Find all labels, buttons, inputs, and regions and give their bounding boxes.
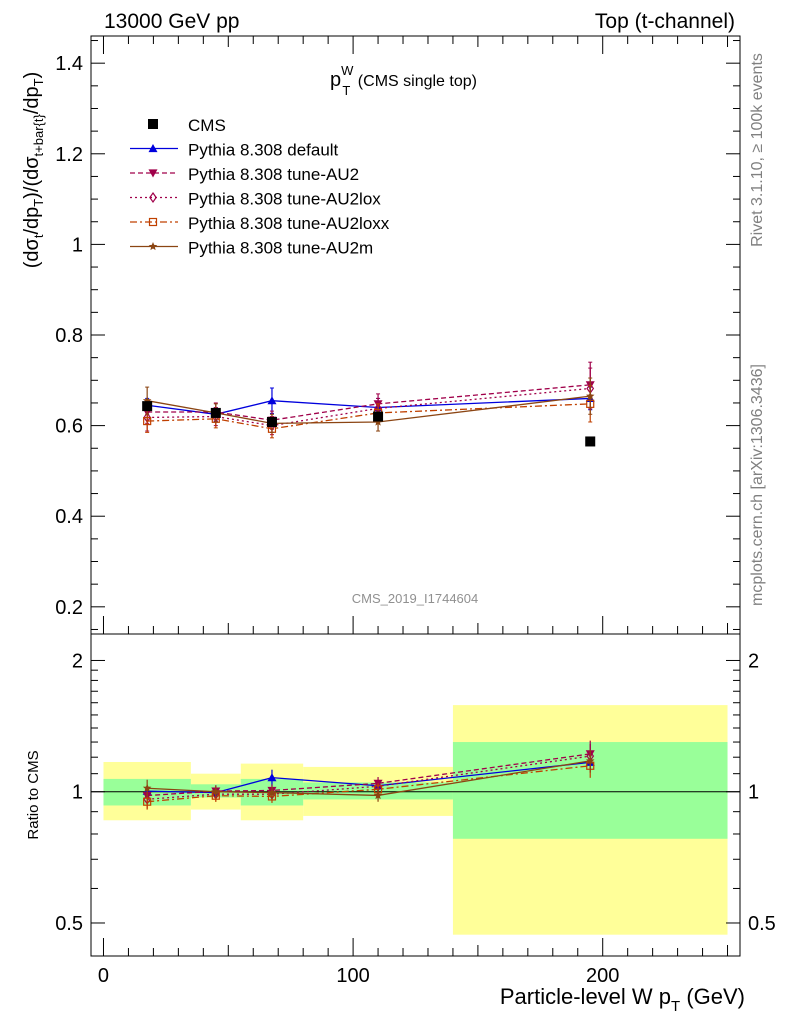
y-tick-label: 1 — [72, 234, 83, 256]
legend-marker-cms — [148, 119, 158, 129]
header-right: Top (t-channel) — [595, 10, 735, 33]
plot-title-sup: W — [341, 63, 354, 78]
ratio-tick-label-right: 0.5 — [748, 913, 776, 935]
y-tick-label: 1.4 — [55, 53, 83, 75]
legend-label: Pythia 8.308 tune-AU2 — [188, 165, 359, 184]
main-panel: 0.2 0.4 0.6 0.8 1 1.2 1.4 — [55, 35, 741, 635]
series-point — [143, 416, 152, 426]
y-tick-label: 0.8 — [55, 325, 83, 347]
ratio-tick-label-right: 2 — [748, 650, 759, 672]
mcplots-label: mcplots.cern.ch [arXiv:1306.3436] — [749, 364, 766, 606]
plot-title: pW T (CMS single top) — [330, 63, 477, 98]
ratio-tick-label: 0.5 — [55, 913, 83, 935]
legend-marker — [148, 169, 158, 178]
legend: CMS Pythia 8.308 default Pythia 8.308 tune… — [130, 116, 390, 258]
data-point — [266, 416, 277, 427]
data-point — [585, 436, 596, 447]
x-axis-label: Particle-level W pT (GeV) — [500, 984, 745, 1015]
ratio-axis-label: Ratio to CMS — [25, 750, 42, 839]
ratio-tick-label: 2 — [72, 650, 83, 672]
ratio-point — [267, 788, 277, 797]
legend-marker — [148, 242, 158, 251]
legend-label: Pythia 8.308 default — [188, 141, 339, 160]
data-point — [373, 411, 384, 422]
x-tick-label: 200 — [586, 965, 619, 987]
legend-label: Pythia 8.308 tune-AU2m — [188, 239, 373, 258]
y-tick-label: 0.4 — [55, 506, 83, 528]
header-left: 13000 GeV pp — [104, 10, 239, 33]
series-point — [373, 417, 383, 426]
data-point — [210, 407, 221, 418]
x-tick-label: 0 — [98, 965, 109, 987]
y-tick-label: 0.6 — [55, 416, 83, 438]
ratio-point — [267, 773, 277, 782]
legend-label: Pythia 8.308 tune-AU2lox — [188, 190, 381, 209]
ratio-point — [373, 790, 383, 800]
ratio-tick-label: 1 — [72, 782, 83, 804]
y-tick-label: 1.2 — [55, 144, 83, 166]
rivet-label: Rivet 3.1.10, ≥ 100k events — [749, 53, 766, 247]
ratio-point — [142, 783, 152, 792]
data-point — [142, 401, 153, 412]
ratio-point — [211, 787, 221, 796]
legend-marker — [148, 144, 158, 153]
legend-marker — [148, 217, 158, 227]
y-axis-label: (dσt/dpT)/(dσt+bar{t}/dpT) — [21, 72, 46, 269]
legend-label-cms: CMS — [188, 116, 226, 135]
x-tick-label: 100 — [336, 965, 369, 987]
ratio-frame — [90, 633, 741, 957]
plot-title-sub: T — [342, 83, 350, 98]
legend-label: Pythia 8.308 tune-AU2loxx — [188, 214, 390, 233]
watermark: CMS_2019_I1744604 — [352, 591, 479, 606]
ratio-point — [586, 756, 595, 765]
series-point — [586, 391, 595, 400]
ratio-tick-label-right: 1 — [748, 782, 759, 804]
plot-title-main: p — [330, 69, 341, 91]
legend-marker — [149, 191, 157, 204]
plot-title-rest: (CMS single top) — [353, 73, 477, 90]
ratio-panel: 0.5 0.5 1 1 2 2 0 100 200 — [55, 633, 776, 987]
ratio-point — [143, 797, 152, 806]
series-point — [267, 396, 277, 405]
ratio-line — [147, 755, 591, 800]
y-tick-label: 0.2 — [55, 597, 83, 619]
